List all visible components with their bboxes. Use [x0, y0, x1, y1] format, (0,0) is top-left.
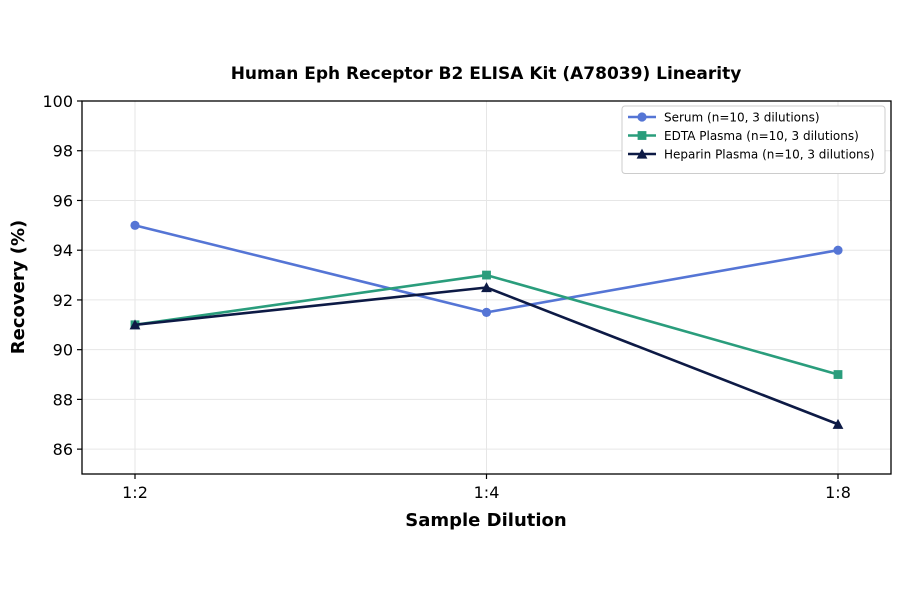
y-tick-label: 98	[53, 142, 73, 161]
series-layer	[129, 220, 844, 429]
x-axis-label: Sample Dilution	[405, 510, 566, 531]
data-point	[481, 307, 492, 317]
y-tick-label: 86	[53, 440, 73, 459]
y-tick-label: 100	[42, 92, 73, 111]
data-point	[832, 418, 844, 429]
y-tick-label: 96	[53, 191, 73, 210]
legend-box	[621, 105, 886, 174]
y-tick-label: 90	[53, 341, 73, 360]
y-axis-label: Recovery (%)	[8, 220, 29, 354]
legend: Serum (n=10, 3 dilutions) EDTA Plasma (n=…	[621, 105, 886, 174]
axes: 86 88 90 92 94 96 98 100 1:2 1:4 1:8	[42, 92, 850, 502]
legend-marker	[637, 131, 647, 140]
legend-marker	[637, 112, 647, 122]
legend-marker	[636, 148, 648, 159]
data-point	[130, 220, 140, 230]
y-tick-label: 88	[53, 390, 73, 409]
y-tick-label: 92	[53, 291, 73, 310]
legend-label: Heparin Plasma (n=10, 3 dilutions)	[664, 148, 875, 162]
data-point	[482, 270, 491, 280]
y-tick-label: 94	[53, 241, 73, 260]
series-0	[130, 220, 843, 317]
x-tick-label: 1:4	[474, 483, 500, 502]
data-point	[129, 319, 141, 330]
data-point	[833, 245, 843, 255]
x-tick-label: 1:8	[825, 483, 851, 502]
chart-title: Human Eph Receptor B2 ELISA Kit (A78039)…	[231, 64, 742, 84]
legend-item: Serum (n=10, 3 dilutions)	[628, 111, 820, 125]
legend-label: Serum (n=10, 3 dilutions)	[664, 111, 820, 125]
legend-label: EDTA Plasma (n=10, 3 dilutions)	[664, 129, 859, 143]
legend-item: EDTA Plasma (n=10, 3 dilutions)	[628, 129, 859, 143]
data-point	[481, 282, 492, 293]
plot-frame	[81, 100, 892, 475]
series-2	[129, 282, 844, 429]
data-point	[833, 370, 843, 379]
x-tick-label: 1:2	[122, 483, 148, 502]
legend-item: Heparin Plasma (n=10, 3 dilutions)	[628, 148, 875, 162]
